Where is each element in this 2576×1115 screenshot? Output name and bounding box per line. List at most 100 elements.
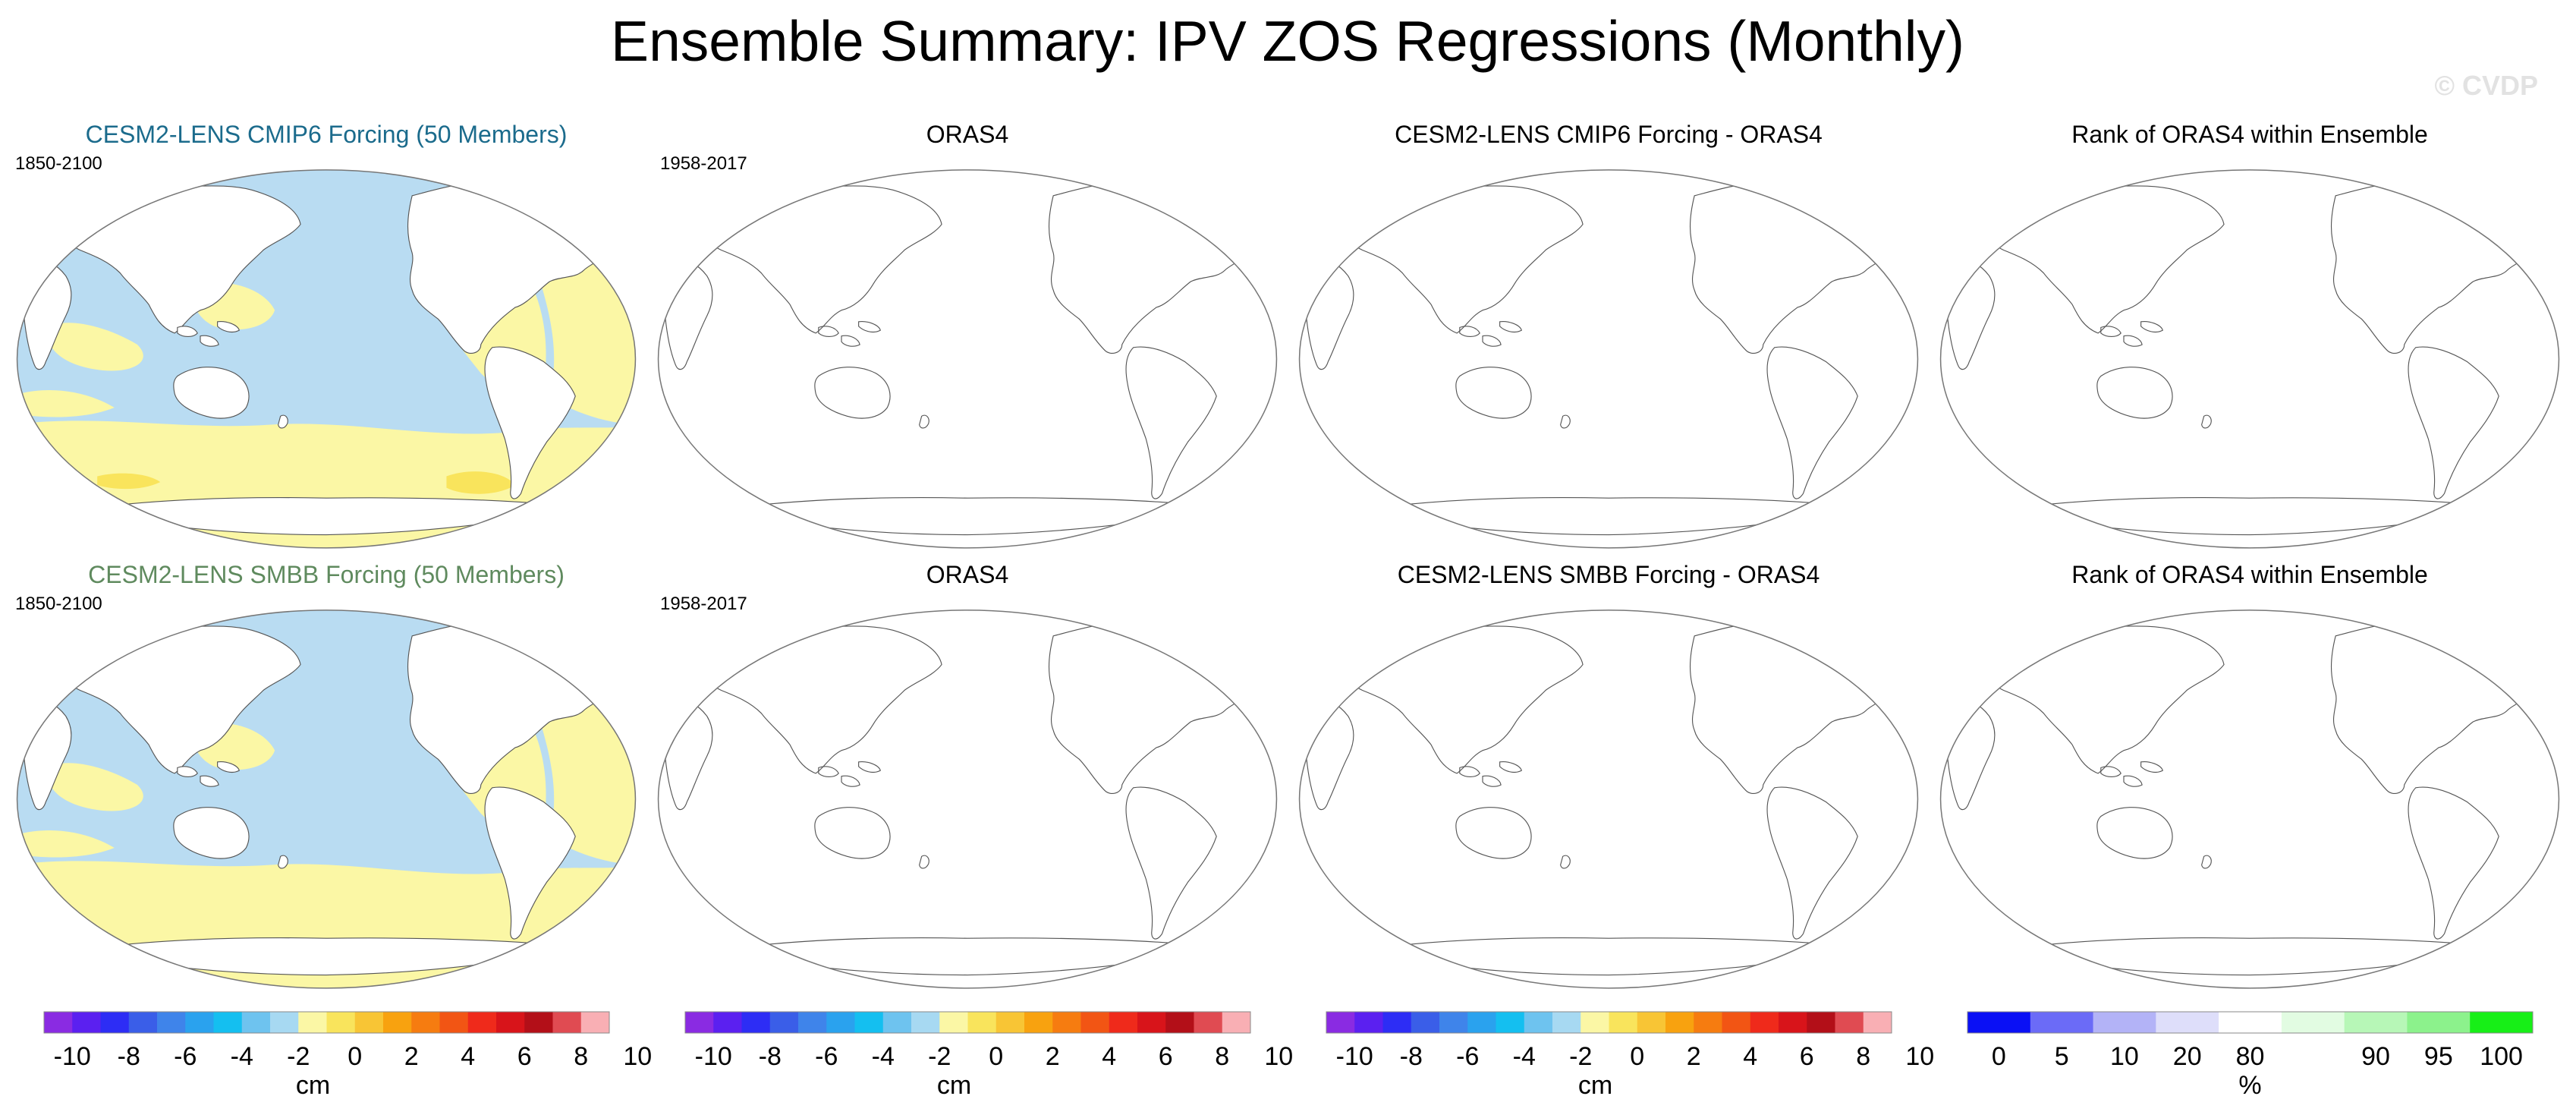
colorbar-swatch (552, 1012, 582, 1033)
colorbar-swatch (713, 1012, 742, 1033)
colorbar-4: 0 5 10 20 80 90 95 100% (1967, 1011, 2534, 1100)
colorbar-tick-label: 100 (2480, 1042, 2523, 1071)
colorbar-swatch (1439, 1012, 1468, 1033)
map-border (16, 169, 637, 549)
colorbar-swatch (1665, 1012, 1694, 1033)
colorbar-swatch (685, 1012, 714, 1033)
colorbar-swatch (1750, 1012, 1779, 1033)
colorbar-swatch (2281, 1012, 2345, 1033)
colorbar-2: -10 -8 -6 -4 -2 0 2 4 6 8 10 cm (684, 1011, 1293, 1100)
colorbar-swatch (1807, 1012, 1835, 1033)
colorbar-tick-label: 0 (1630, 1042, 1644, 1071)
colorbar-swatch (72, 1012, 101, 1033)
colorbar-swatch (467, 1012, 497, 1033)
colorbar-tick-label: -8 (1400, 1042, 1423, 1071)
colorbar-swatch (1080, 1012, 1110, 1033)
colorbar-swatch (1552, 1012, 1581, 1033)
positive-region (17, 830, 115, 858)
colorbar-tick-label: 4 (1102, 1042, 1116, 1071)
colorbar-swatch (2156, 1012, 2219, 1033)
colorbar-swatch (1194, 1012, 1223, 1033)
colorbar-tick-label: 4 (461, 1042, 475, 1071)
world-map (16, 609, 637, 989)
colorbar-tick-label: -2 (928, 1042, 951, 1071)
positive-region (46, 323, 143, 371)
colorbar-tick-label: 6 (517, 1042, 532, 1071)
colorbar-swatch (1137, 1012, 1166, 1033)
colorbar-tick-label: 0 (348, 1042, 362, 1071)
colorbar-tick-label: 8 (1856, 1042, 1870, 1071)
colorbar-tick-label: 0 (1992, 1042, 2006, 1071)
panel-grid: CESM2-LENS CMIP6 Forcing (50 Members) 185… (15, 121, 2560, 989)
colorbar-swatch (1052, 1012, 1081, 1033)
figure-title: Ensemble Summary: IPV ZOS Regressions (M… (611, 9, 1964, 73)
colorbar-swatch (1326, 1012, 1355, 1033)
colorbar-swatch (157, 1012, 186, 1033)
colorbar-tick-label: 10 (1905, 1042, 1934, 1071)
map-border (657, 169, 1278, 549)
colorbar-swatch (1835, 1012, 1864, 1033)
colorbar-swatch (826, 1012, 855, 1033)
colorbar-swatch (2470, 1012, 2534, 1033)
panel-title: CESM2-LENS SMBB Forcing - ORAS4 (1398, 561, 1820, 588)
colorbar-swatch (1109, 1012, 1138, 1033)
colorbar-tick-label: 95 (2424, 1042, 2453, 1071)
colorbar-tick-label: -8 (118, 1042, 140, 1071)
colorbar-tick-label: -10 (1336, 1042, 1373, 1071)
colorbar-swatch (2030, 1012, 2094, 1033)
cvdp-watermark: © CVDP (2434, 70, 2538, 101)
colorbar-swatch (580, 1012, 610, 1033)
colorbar-swatch (241, 1012, 271, 1033)
map-panel-r2-c2: ORAS4 1958-2017 (657, 561, 1278, 989)
regression-field (17, 169, 636, 548)
map-border (16, 609, 637, 989)
map-border (1298, 169, 1919, 549)
colorbar-tick-label: -2 (287, 1042, 310, 1071)
map-panel-r2-c4: Rank of ORAS4 within Ensemble (1939, 561, 2560, 989)
colorbar-swatch (1524, 1012, 1553, 1033)
world-map (1298, 609, 1919, 989)
world-map (657, 609, 1278, 989)
colorbar-tick-label: 10 (623, 1042, 652, 1071)
colorbar-1: -10 -8 -6 -4 -2 0 2 4 6 8 10 cm (43, 1011, 652, 1100)
map-panel-r1-c4: Rank of ORAS4 within Ensemble (1939, 121, 2560, 549)
colorbar-swatch (854, 1012, 884, 1033)
map-border (657, 609, 1278, 989)
colorbar-tick-label: -10 (695, 1042, 732, 1071)
colorbar-tick-label: -10 (54, 1042, 91, 1071)
colorbar-tick-label: -2 (1569, 1042, 1592, 1071)
positive-region (46, 763, 143, 811)
map-panel-r2-c1: CESM2-LENS SMBB Forcing (50 Members) 1850… (15, 561, 637, 989)
panel-title: CESM2-LENS SMBB Forcing (50 Members) (88, 561, 565, 588)
colorbar-swatch (1165, 1012, 1194, 1033)
colorbar-swatch (298, 1012, 327, 1033)
colorbar-swatch (524, 1012, 553, 1033)
colorbar-unit: % (2238, 1071, 2261, 1100)
colorbar-tick-label: -4 (872, 1042, 895, 1071)
colorbar-swatch (2344, 1012, 2408, 1033)
colorbar-tick-label: 90 (2361, 1042, 2390, 1071)
colorbar-tick-label: -4 (1513, 1042, 1536, 1071)
regression-field (17, 609, 636, 988)
colorbar-swatch (1222, 1012, 1251, 1033)
colorbar-swatch (1609, 1012, 1638, 1033)
colorbar-swatch (100, 1012, 130, 1033)
panel-title: CESM2-LENS CMIP6 Forcing - ORAS4 (1395, 121, 1823, 148)
colorbar-tick-label: 6 (1159, 1042, 1173, 1071)
colorbar-swatch (411, 1012, 440, 1033)
colorbar-swatch (1496, 1012, 1525, 1033)
strong-positive-region (97, 473, 161, 490)
colorbar-swatch (213, 1012, 243, 1033)
colorbar-row: -10 -8 -6 -4 -2 0 2 4 6 8 10 cm -10 -8 -6 -4 -2 0 2 4 6 8 10 cm… (43, 1011, 2534, 1100)
colorbar-tick-label: 80 (2236, 1042, 2265, 1071)
colorbar-swatch (1354, 1012, 1383, 1033)
colorbar-swatch (185, 1012, 214, 1033)
panel-title: Rank of ORAS4 within Ensemble (2071, 561, 2428, 588)
colorbar-3: -10 -8 -6 -4 -2 0 2 4 6 8 10 cm (1326, 1011, 1934, 1100)
colorbar-unit: cm (1578, 1071, 1612, 1100)
colorbar-swatch (326, 1012, 356, 1033)
panel-title: Rank of ORAS4 within Ensemble (2071, 121, 2428, 148)
colorbar-swatch (1411, 1012, 1440, 1033)
colorbar-unit: cm (937, 1071, 971, 1100)
